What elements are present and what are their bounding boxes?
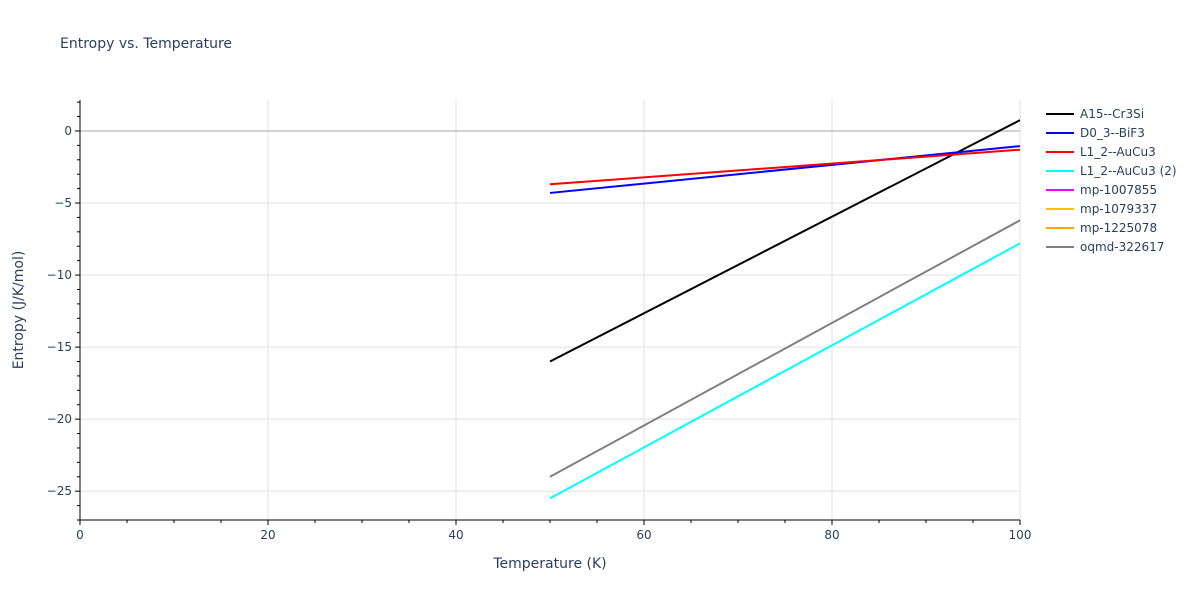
y-tick-label: 0 — [64, 124, 72, 138]
series-line — [549, 219, 1021, 478]
legend-label: mp-1079337 — [1080, 202, 1157, 216]
legend-item[interactable]: mp-1007855 — [1046, 183, 1157, 197]
x-tick-label: 100 — [1009, 528, 1032, 542]
legend-item[interactable]: A15--Cr3Si — [1046, 107, 1144, 121]
legend-item[interactable]: mp-1079337 — [1046, 202, 1157, 216]
legend-item[interactable]: mp-1225078 — [1046, 221, 1157, 235]
y-axis-title: Entropy (J/K/mol) — [11, 251, 27, 370]
axes: 0 20 40 60 80 100 0 −5 −10 −15 −20 −25 — [47, 100, 1032, 542]
legend-label: A15--Cr3Si — [1080, 107, 1144, 121]
x-tick-label: 80 — [824, 528, 839, 542]
series-line — [549, 148, 1021, 186]
y-tick-label: −10 — [47, 268, 72, 282]
x-tick-label: 0 — [76, 528, 84, 542]
series-line — [549, 145, 1021, 194]
y-tick-label: −15 — [47, 340, 72, 354]
legend[interactable]: A15--Cr3Si D0_3--BiF3 L1_2--AuCu3 L1_2--AuC… — [1046, 107, 1177, 254]
legend-label: D0_3--BiF3 — [1080, 126, 1145, 140]
y-tick-label: −20 — [47, 412, 72, 426]
gridlines — [80, 100, 1021, 520]
legend-label: mp-1225078 — [1080, 221, 1157, 235]
legend-label: L1_2--AuCu3 — [1080, 145, 1156, 159]
legend-item[interactable]: L1_2--AuCu3 — [1046, 145, 1156, 159]
x-tick-label: 20 — [260, 528, 275, 542]
legend-item[interactable]: oqmd-322617 — [1046, 240, 1164, 254]
legend-label: mp-1007855 — [1080, 183, 1157, 197]
legend-label: oqmd-322617 — [1080, 240, 1164, 254]
legend-item[interactable]: D0_3--BiF3 — [1046, 126, 1145, 140]
legend-item[interactable]: L1_2--AuCu3 (2) — [1046, 164, 1177, 178]
x-tick-label: 60 — [636, 528, 651, 542]
legend-label: L1_2--AuCu3 (2) — [1080, 164, 1177, 178]
data-series — [549, 119, 1021, 500]
x-axis-title: Temperature (K) — [492, 556, 606, 572]
y-tick-label: −5 — [54, 196, 72, 210]
series-line — [549, 242, 1021, 500]
series-line — [549, 119, 1021, 363]
x-tick-label: 40 — [448, 528, 463, 542]
y-tick-label: −25 — [47, 484, 72, 498]
chart-title: Entropy vs. Temperature — [60, 36, 233, 52]
